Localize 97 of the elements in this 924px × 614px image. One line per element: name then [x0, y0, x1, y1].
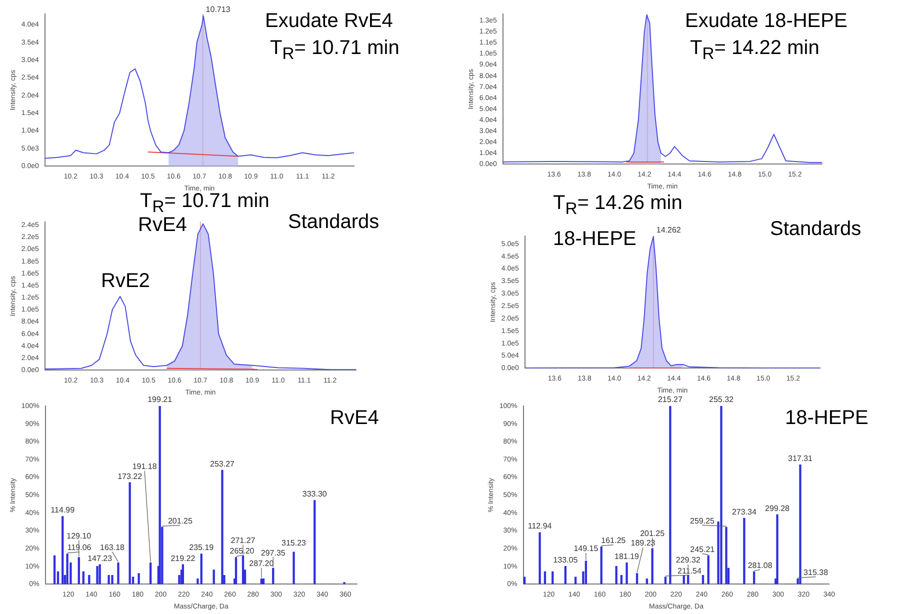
bar — [234, 557, 238, 584]
annotation: 219.22 — [170, 554, 196, 563]
bar — [96, 566, 98, 584]
bar — [66, 554, 68, 584]
bar — [260, 578, 262, 584]
bar — [552, 571, 554, 584]
annotation: RvE4 — [138, 214, 187, 236]
bar — [158, 406, 161, 584]
bar — [720, 406, 722, 584]
bar — [664, 576, 667, 584]
bar — [615, 566, 618, 584]
annotation: 199.21 — [148, 395, 173, 404]
bar — [544, 571, 546, 584]
annotation: 201.25 — [168, 516, 193, 526]
annotation: 181.19 — [614, 552, 640, 562]
annotation: 297.35 — [260, 548, 286, 558]
bar — [702, 574, 704, 584]
annotation: 18-HEPE — [553, 228, 636, 250]
annotation: 229.32 — [676, 555, 701, 564]
annotation: 147.23 — [88, 554, 113, 563]
bar — [651, 548, 654, 584]
bar — [62, 516, 64, 584]
annotation: 149.15 — [574, 544, 599, 554]
annotation: 129.10 — [66, 532, 92, 541]
annotation: 215.27 — [658, 395, 683, 404]
bar — [128, 482, 131, 584]
bar — [776, 514, 778, 584]
annotation: 133.05 — [553, 556, 578, 565]
bar — [53, 555, 56, 584]
annotation: Exudate RvE4 — [265, 10, 393, 32]
annotation: 333.30 — [302, 490, 328, 499]
bar — [752, 571, 756, 584]
annotation: RvE2 — [101, 270, 150, 292]
annotation: Exudate 18-HEPE — [685, 10, 848, 32]
annotation: 10.713 — [206, 4, 231, 14]
bar — [272, 568, 274, 584]
annotation: 14.262 — [656, 226, 682, 235]
annotation: 201.25 — [640, 528, 666, 538]
text: T$_{R}$= 10.71 min — [140, 190, 270, 216]
text: T$_{R}$= 14.26 min — [553, 192, 682, 220]
bar — [111, 574, 114, 584]
bar — [82, 571, 84, 584]
bar — [636, 573, 638, 584]
bar — [725, 526, 728, 584]
annotation: 161.25 — [601, 536, 626, 545]
bar — [212, 570, 215, 584]
bar — [242, 555, 244, 584]
bar — [200, 554, 202, 584]
bar — [564, 566, 567, 584]
annotation: 245.21 — [690, 544, 716, 554]
bar — [117, 562, 120, 584]
bar — [221, 470, 224, 584]
bar — [743, 518, 746, 584]
bar — [707, 555, 710, 584]
bar — [799, 464, 802, 584]
bar — [626, 562, 628, 584]
annotation: 191.18 — [132, 462, 158, 472]
annotation: 315.23 — [282, 538, 307, 548]
annotation: 255.32 — [709, 395, 734, 404]
annotation: RvE4 — [330, 407, 379, 429]
annotation: 317.31 — [788, 454, 814, 464]
annotation: 114.99 — [50, 506, 76, 515]
annotation: T$_{R}$= 14.22 min — [690, 37, 820, 65]
annotation: 299.28 — [765, 504, 790, 513]
bar — [292, 552, 295, 584]
annotation: 18-HEPE — [785, 407, 868, 429]
bar — [600, 546, 602, 584]
annotation: 235.19 — [189, 543, 214, 552]
bar — [523, 576, 526, 584]
bar — [182, 564, 184, 584]
annotation: 173.22 — [118, 472, 143, 481]
annotation: 112.94 — [528, 522, 552, 531]
bar — [98, 564, 101, 584]
bar — [138, 573, 140, 584]
bar — [149, 562, 152, 584]
bar — [574, 576, 577, 584]
annotation: 259.25 — [690, 516, 716, 526]
bar — [314, 500, 316, 584]
annotation: 273.34 — [732, 507, 757, 516]
bar — [669, 406, 672, 584]
bar — [88, 574, 90, 584]
annotation: 281.08 — [748, 560, 773, 570]
annotation: 315.38 — [804, 568, 829, 578]
bar — [584, 560, 588, 584]
bar — [646, 578, 648, 584]
annotation: T$_{R}$= 10.71 min — [270, 37, 400, 65]
annotation: 253.27 — [210, 459, 236, 468]
annotation: 163.18 — [100, 543, 126, 552]
annotation: 271.27 — [230, 536, 256, 545]
bar — [620, 574, 623, 584]
bar — [78, 557, 80, 584]
annotation: 265.20 — [230, 546, 255, 556]
bar — [538, 532, 541, 584]
annotation: Standards — [770, 218, 862, 240]
annotation: Standards — [288, 211, 380, 233]
bar — [262, 578, 265, 584]
bar — [108, 574, 110, 584]
